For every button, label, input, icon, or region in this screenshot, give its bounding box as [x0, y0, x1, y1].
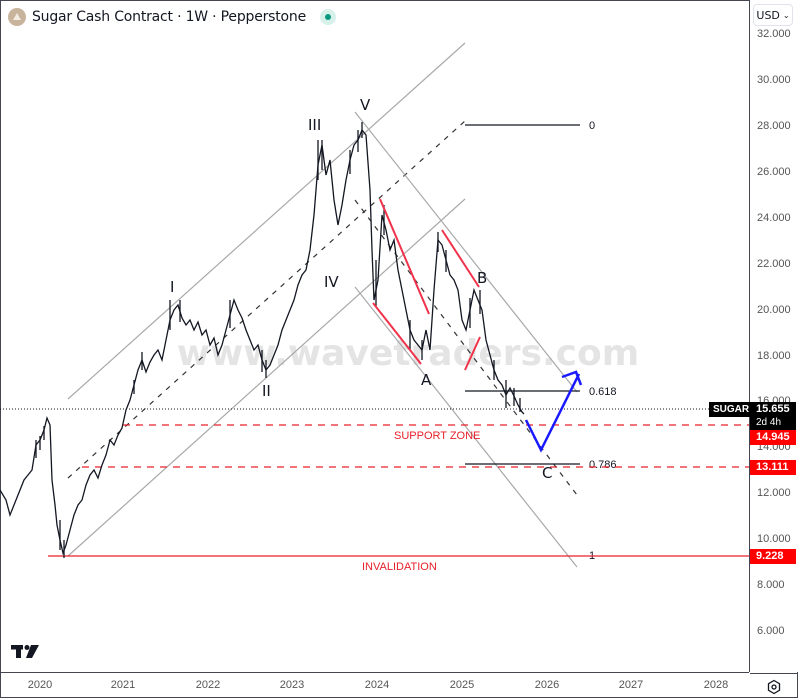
time-tick: 2020 [27, 679, 53, 691]
wave-label-b: B [477, 269, 487, 287]
chart-canvas[interactable]: www.wavetraders.com 0 0.618 0.786 1 SUPP… [0, 0, 749, 672]
price-tick: 12.000 [757, 487, 791, 499]
price-tick: 32.000 [757, 28, 791, 40]
time-tick: 2023 [279, 679, 305, 691]
invalidation-label: INVALIDATION [362, 561, 437, 573]
price-bars [0, 122, 525, 558]
currency-label: USD [756, 8, 780, 22]
price-tick: 10.000 [757, 533, 791, 545]
wave-label-2: II [262, 382, 271, 400]
chart-settings-button[interactable] [750, 673, 798, 699]
down-channel-upper[interactable] [354, 111, 578, 393]
time-tick: 2021 [110, 679, 136, 691]
wave-label-4: IV [324, 273, 339, 291]
channel-mid-line[interactable] [67, 120, 466, 479]
fib-0618-label: 0.618 [589, 386, 617, 398]
tradingview-logo[interactable] [10, 641, 42, 665]
sugar-icon[interactable] [8, 8, 26, 26]
chart-title[interactable]: Sugar Cash Contract · 1W · Pepperstone [32, 9, 307, 25]
wave-label-c: C [542, 464, 552, 482]
wave-label-5: V [360, 96, 371, 114]
time-tick: 2028 [703, 679, 729, 691]
down-channel-lower[interactable] [354, 286, 578, 568]
fib-0786-label: 0.786 [589, 459, 617, 471]
tradingview-logo-icon [11, 645, 39, 658]
price-tick: 22.000 [757, 258, 791, 270]
time-axis[interactable] [0, 672, 749, 699]
price-tick: 20.000 [757, 304, 791, 316]
price-tick: 24.000 [757, 212, 791, 224]
chart-header: Sugar Cash Contract · 1W · Pepperstone [8, 6, 337, 28]
chevron-down-icon: ⌄ [782, 10, 790, 20]
time-tick: 2022 [195, 679, 221, 691]
time-tick: 2027 [618, 679, 644, 691]
gear-icon [767, 679, 781, 694]
channel-upper-line[interactable] [67, 42, 466, 400]
currency-selector[interactable]: USD ⌄ [753, 4, 793, 26]
price-tick: 30.000 [757, 74, 791, 86]
time-tick: 2026 [534, 679, 560, 691]
fib-0-label: 0 [589, 120, 595, 132]
last-price-label: 15.655 [750, 402, 796, 417]
price-tick: 26.000 [757, 166, 791, 178]
price-tick: 18.000 [757, 350, 791, 362]
red-trendlines[interactable] [372, 198, 481, 371]
time-tick: 2024 [364, 679, 390, 691]
invalidation-price-label: 9.228 [750, 549, 796, 564]
price-tick: 6.000 [757, 625, 785, 637]
wave-label-1: I [170, 278, 174, 296]
support-price-label: 14.945 [750, 430, 796, 445]
price-tick: 28.000 [757, 120, 791, 132]
wave-label-3: III [308, 116, 321, 134]
symbol-tag: SUGAR [709, 402, 754, 417]
projection-arrowhead [561, 370, 583, 386]
price-axis[interactable] [749, 0, 799, 672]
market-status-icon[interactable] [320, 9, 337, 25]
price-tick: 8.000 [757, 579, 785, 591]
projection-path[interactable] [524, 373, 581, 453]
support-zone-label: SUPPORT ZONE [394, 430, 480, 442]
fib-0786-price-label: 13.111 [750, 460, 796, 475]
wave-label-a: A [421, 371, 432, 389]
bar-countdown: 2d 4h [750, 416, 796, 430]
time-tick: 2025 [449, 679, 475, 691]
